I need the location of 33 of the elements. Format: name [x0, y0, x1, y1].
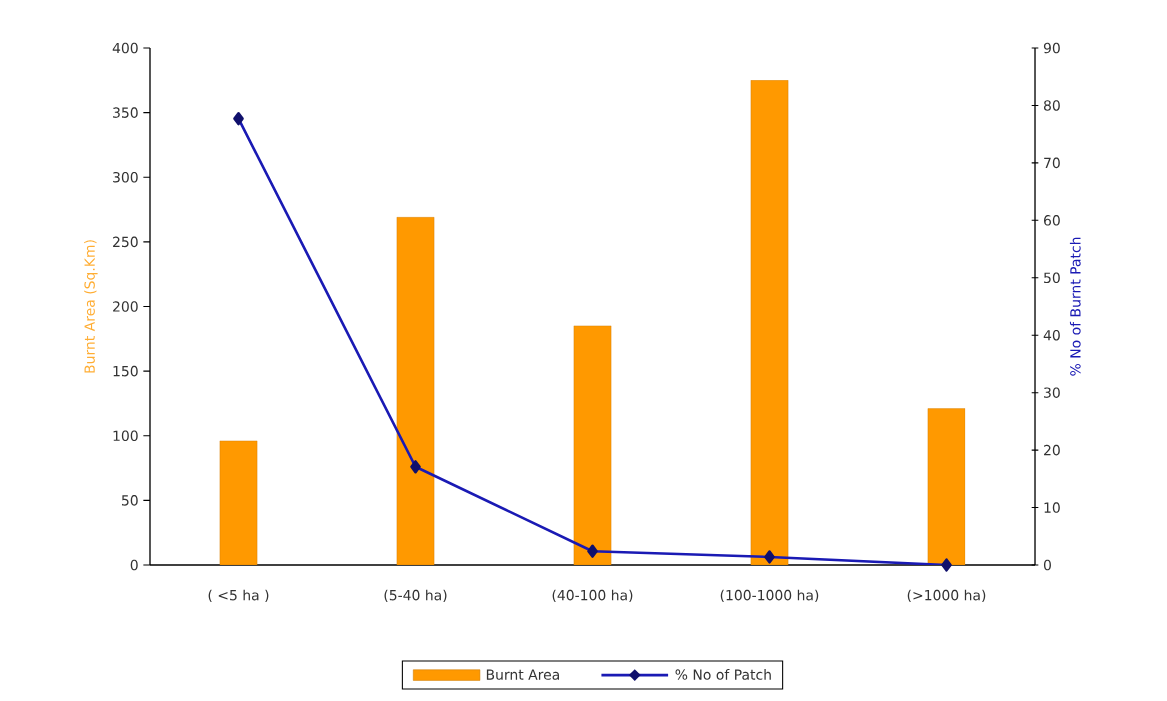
x-tick-label: ( <5 ha )	[208, 589, 269, 603]
y-tick-label: 0	[130, 559, 138, 571]
x-tick-label: (100-1000 ha)	[720, 589, 819, 603]
y2-tick-label: 50	[1044, 272, 1060, 284]
y-axis-title: Burnt Area (Sq.Km)	[84, 240, 98, 373]
y2-axis-title: % No of Burnt Patch	[1069, 237, 1081, 376]
y-tick-label: 50	[122, 495, 138, 506]
y2-tick-label: 30	[1044, 387, 1060, 398]
x-tick-label: (>1000 ha)	[907, 589, 986, 603]
y-tick-label: 250	[113, 236, 138, 248]
y-tick-label: 350	[113, 107, 138, 118]
y2-tick-label: 10	[1044, 502, 1060, 513]
legend-label: Burnt Area	[486, 669, 559, 680]
legend-label: % No of Patch	[675, 669, 771, 680]
y-tick-label: 300	[113, 171, 138, 183]
y2-tick-label: 40	[1043, 329, 1060, 341]
bar	[396, 217, 435, 565]
bar	[573, 325, 612, 565]
y2-tick-label: 90	[1043, 42, 1060, 54]
y2-tick-label: 60	[1044, 215, 1060, 226]
bar	[750, 80, 789, 565]
x-tick-label: (5-40 ha)	[384, 589, 447, 603]
x-tick-label: (40-100 ha)	[552, 589, 633, 603]
y-tick-label: 100	[113, 430, 138, 442]
y-tick-label: 150	[113, 365, 138, 377]
y-tick-label: 200	[113, 301, 138, 312]
y2-tick-label: 20	[1044, 444, 1060, 456]
y2-tick-label: 70	[1044, 157, 1060, 169]
bar	[927, 408, 966, 565]
y2-tick-label: 0	[1043, 559, 1051, 571]
y-tick-label: 400	[112, 42, 138, 54]
bar	[219, 440, 258, 565]
y2-tick-label: 80	[1043, 100, 1060, 111]
